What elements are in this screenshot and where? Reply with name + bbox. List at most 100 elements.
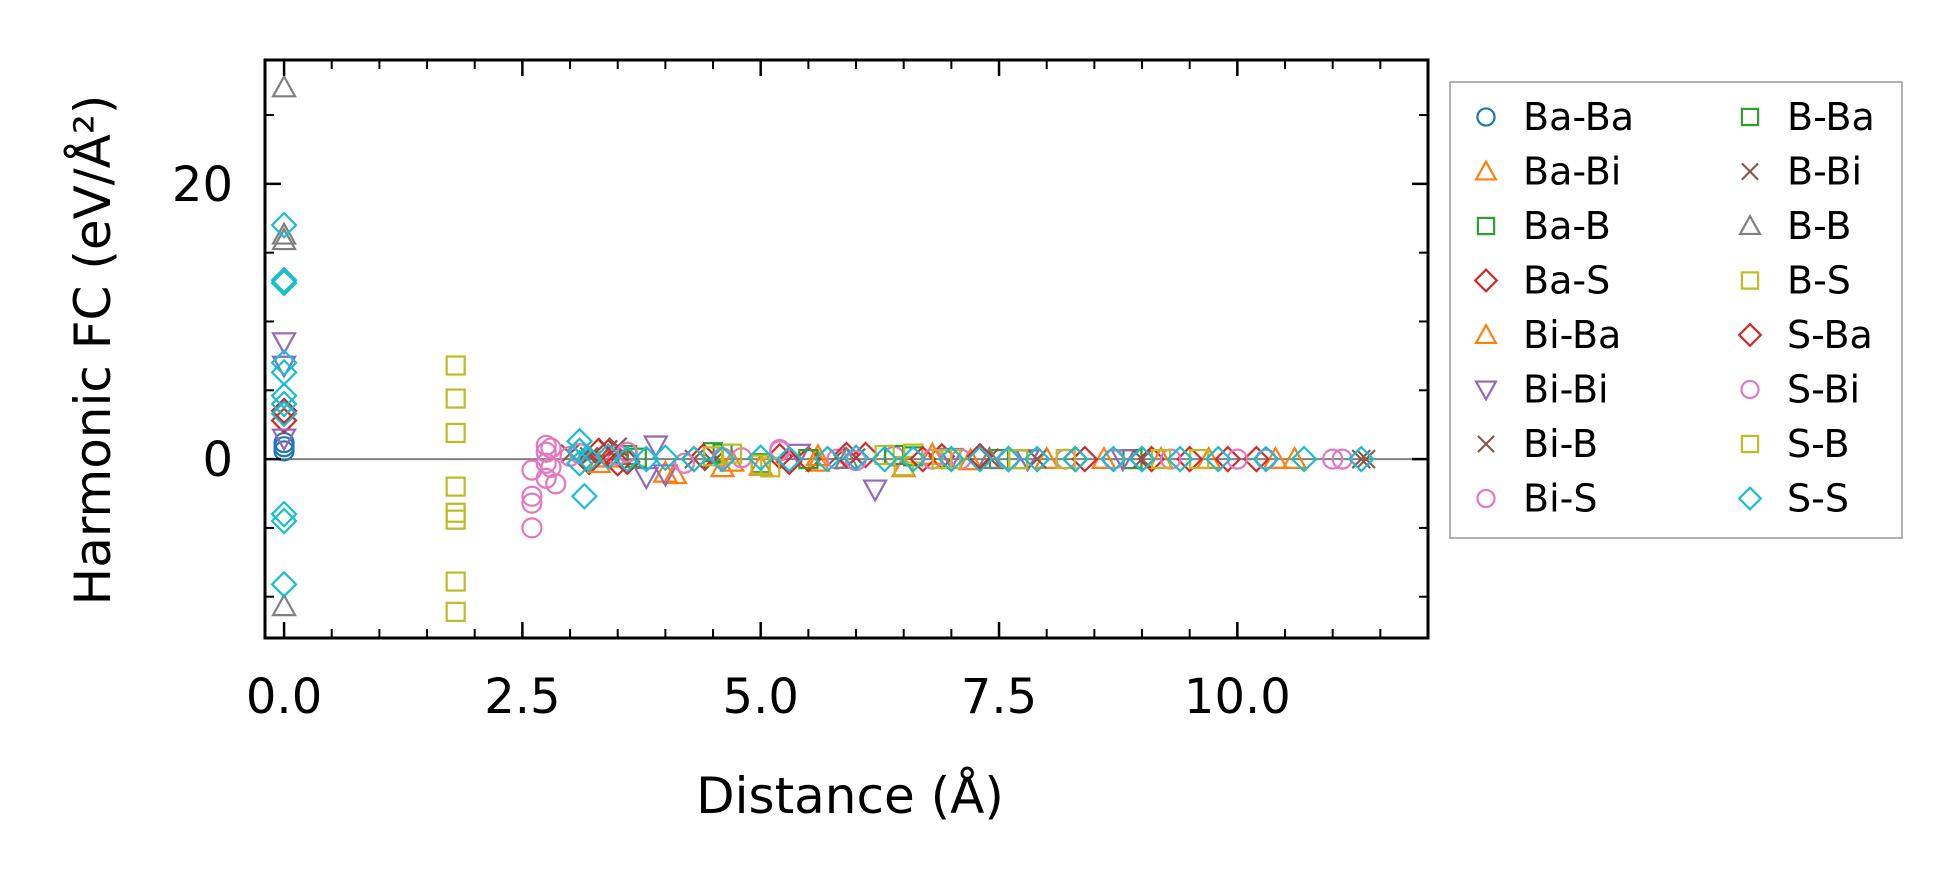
legend-item: Ba-Bi bbox=[1474, 150, 1621, 194]
data-point bbox=[1166, 445, 1194, 473]
data-point bbox=[842, 444, 870, 472]
data-point bbox=[651, 444, 679, 472]
data-point bbox=[662, 460, 688, 485]
data-point bbox=[271, 593, 297, 617]
data-point bbox=[521, 485, 543, 507]
data-point bbox=[535, 452, 557, 474]
data-point bbox=[607, 436, 628, 457]
legend-label: Ba-Ba bbox=[1523, 95, 1634, 139]
legend-label: Bi-B bbox=[1523, 422, 1598, 466]
data-point bbox=[540, 456, 562, 478]
data-point bbox=[270, 269, 298, 297]
series-b-s bbox=[445, 355, 1210, 622]
legend-label: S-Bi bbox=[1787, 368, 1860, 412]
data-point bbox=[271, 332, 297, 356]
plot-area bbox=[265, 74, 1428, 622]
legend-item: Ba-S bbox=[1473, 259, 1610, 303]
data-point bbox=[594, 442, 622, 470]
data-point bbox=[616, 441, 638, 463]
legend-label: B-B bbox=[1787, 204, 1852, 248]
data-point bbox=[1255, 448, 1277, 470]
legend-marker bbox=[1476, 107, 1496, 127]
legend-marker bbox=[1476, 488, 1496, 509]
data-point bbox=[270, 349, 298, 377]
y-axis-label: Harmonic FC (eV/Å²) bbox=[64, 95, 122, 606]
legend-item: Bi-Bi bbox=[1474, 368, 1609, 412]
data-point bbox=[1356, 449, 1376, 469]
legend-item: B-B bbox=[1738, 204, 1852, 248]
data-point bbox=[445, 388, 466, 409]
data-point bbox=[1071, 445, 1099, 473]
data-point bbox=[719, 448, 745, 472]
data-point bbox=[1262, 445, 1289, 469]
data-points bbox=[270, 74, 1376, 622]
legend-marker bbox=[1740, 379, 1760, 400]
x-axis-label: Distance (Å) bbox=[696, 767, 1004, 825]
x-tick-label: 10.0 bbox=[1184, 669, 1291, 725]
data-point bbox=[445, 476, 466, 497]
data-point bbox=[937, 445, 965, 473]
legend-marker bbox=[1740, 271, 1760, 290]
legend-label: B-S bbox=[1787, 259, 1851, 303]
legend-label: B-Ba bbox=[1787, 95, 1875, 139]
data-point bbox=[813, 445, 841, 473]
data-point bbox=[1033, 445, 1060, 469]
data-point bbox=[995, 445, 1023, 473]
legend-marker bbox=[1474, 380, 1498, 402]
data-point bbox=[966, 442, 994, 470]
data-point bbox=[652, 464, 679, 488]
data-point bbox=[1331, 448, 1353, 470]
data-point bbox=[1281, 445, 1308, 469]
data-point bbox=[271, 227, 297, 251]
data-point bbox=[566, 427, 594, 455]
data-point bbox=[270, 570, 298, 598]
series-b-b bbox=[271, 74, 1003, 617]
legend-marker bbox=[1740, 107, 1760, 127]
legend-marker bbox=[1737, 486, 1763, 511]
data-point bbox=[775, 448, 803, 476]
legend-marker bbox=[1740, 434, 1760, 454]
data-point bbox=[535, 441, 557, 463]
data-point bbox=[604, 449, 632, 477]
data-point bbox=[976, 445, 1003, 469]
data-point bbox=[271, 74, 297, 98]
data-point bbox=[270, 400, 298, 428]
data-point bbox=[270, 382, 298, 410]
legend-item: Bi-S bbox=[1476, 477, 1597, 521]
data-point bbox=[270, 507, 298, 535]
data-point bbox=[680, 445, 708, 473]
legend-label: S-B bbox=[1787, 422, 1850, 466]
data-point bbox=[270, 211, 298, 239]
data-point bbox=[632, 445, 660, 473]
legend-marker bbox=[1741, 162, 1759, 181]
data-point bbox=[570, 482, 598, 510]
data-point bbox=[1110, 449, 1136, 473]
data-point bbox=[709, 445, 737, 473]
data-point bbox=[270, 500, 298, 528]
data-point bbox=[1204, 445, 1232, 473]
data-point bbox=[1007, 448, 1029, 470]
legend-marker bbox=[1737, 322, 1763, 348]
data-point bbox=[445, 509, 466, 530]
legend-label: Ba-B bbox=[1523, 204, 1611, 248]
legend-item: B-Bi bbox=[1741, 150, 1862, 194]
data-point bbox=[1128, 445, 1156, 473]
legend-label: Bi-Bi bbox=[1523, 368, 1609, 412]
legend-item: B-Ba bbox=[1740, 95, 1875, 139]
legend-marker bbox=[1473, 268, 1499, 293]
data-point bbox=[689, 442, 718, 470]
legend: Ba-Ba Ba-Bi Ba-B Ba-S Bi-Ba Bi-Bi Bi-B Bi-S B-Ba… bbox=[1449, 81, 1903, 539]
data-point bbox=[931, 448, 952, 470]
data-point bbox=[445, 502, 466, 523]
legend-item: S-Bi bbox=[1740, 368, 1860, 412]
legend-item: Bi-Ba bbox=[1474, 313, 1621, 357]
data-point bbox=[1150, 448, 1172, 470]
legend-label: S-S bbox=[1787, 477, 1849, 521]
data-point bbox=[1347, 445, 1375, 473]
legend-marker bbox=[1476, 216, 1496, 236]
data-point bbox=[1102, 448, 1125, 470]
data-point bbox=[938, 447, 965, 471]
legend-item: Ba-Ba bbox=[1476, 95, 1634, 139]
data-point bbox=[445, 355, 466, 376]
data-point bbox=[805, 448, 831, 472]
